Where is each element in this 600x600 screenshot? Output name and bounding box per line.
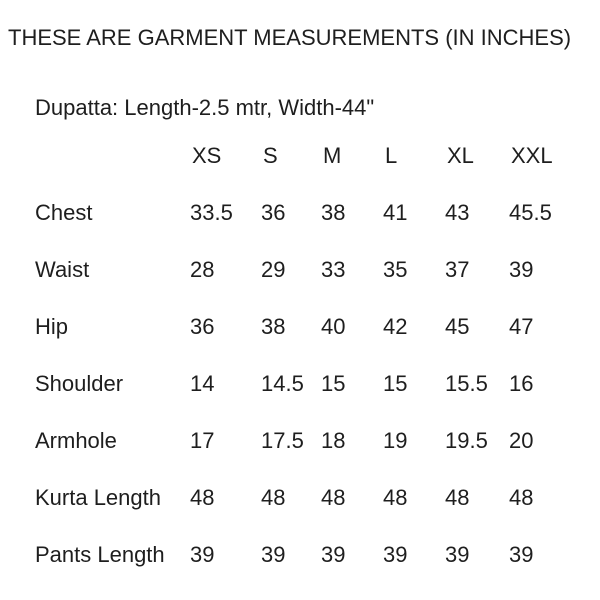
measurement-value: 33 (321, 256, 346, 282)
measurement-value: 14 (190, 370, 215, 396)
measurement-value: 43 (445, 199, 470, 225)
size-header: XL (447, 142, 474, 168)
size-header: XS (192, 142, 222, 168)
measurement-label: Hip (35, 313, 69, 339)
measurement-value: 45.5 (509, 199, 552, 225)
measurement-value: 14.5 (261, 370, 304, 396)
size-header: XXL (511, 142, 553, 168)
measurement-label: Pants Length (35, 541, 165, 567)
dupatta-note: Dupatta: Length-2.5 mtr, Width-44" (35, 95, 375, 120)
measurement-value: 17 (190, 427, 215, 453)
measurement-value: 39 (321, 541, 346, 567)
measurement-value: 15 (383, 370, 408, 396)
measurement-value: 36 (190, 313, 215, 339)
table-row: Hip 36 38 40 42 45 47 (35, 298, 595, 355)
measurement-value: 48 (509, 484, 534, 510)
measurement-value: 48 (321, 484, 346, 510)
measurement-value: 48 (445, 484, 470, 510)
table-row: Shoulder 14 14.5 15 15 15.5 16 (35, 355, 595, 412)
measurement-value: 47 (509, 313, 534, 339)
measurement-value: 16 (509, 370, 534, 396)
table-row: Armhole 17 17.5 18 19 19.5 20 (35, 412, 595, 469)
measurement-value: 48 (383, 484, 408, 510)
measurement-label: Shoulder (35, 370, 124, 396)
page-title: THESE ARE GARMENT MEASUREMENTS (IN INCHE… (8, 25, 572, 50)
measurement-value: 39 (190, 541, 215, 567)
measurement-value: 17.5 (261, 427, 304, 453)
measurement-value: 39 (383, 541, 408, 567)
measurement-value: 35 (383, 256, 408, 282)
measurement-value: 48 (261, 484, 286, 510)
measurement-label: Kurta Length (35, 484, 161, 510)
table-row: Kurta Length 48 48 48 48 48 48 (35, 469, 595, 526)
table-row: Pants Length 39 39 39 39 39 39 (35, 526, 595, 583)
size-header: M (323, 142, 342, 168)
table-header-row: XS S M L XL XXL (35, 127, 595, 184)
measurement-value: 37 (445, 256, 470, 282)
measurement-value: 18 (321, 427, 346, 453)
measurement-value: 39 (445, 541, 470, 567)
size-header: S (263, 142, 278, 168)
measurement-value: 40 (321, 313, 346, 339)
measurement-value: 48 (190, 484, 215, 510)
measurement-value: 39 (261, 541, 286, 567)
measurement-value: 15.5 (445, 370, 488, 396)
measurement-value: 33.5 (190, 199, 233, 225)
table-row: Chest 33.5 36 38 41 43 45.5 (35, 184, 595, 241)
measurement-value: 38 (321, 199, 346, 225)
measurements-table: XS S M L XL XXL Chest 33.5 36 38 41 43 45.5 Waist 28 29… (35, 127, 595, 583)
table-row: Waist 28 29 33 35 37 39 (35, 241, 595, 298)
measurement-value: 28 (190, 256, 215, 282)
measurement-label: Waist (35, 256, 90, 282)
measurement-value: 19.5 (445, 427, 488, 453)
measurement-value: 38 (261, 313, 286, 339)
measurement-value: 15 (321, 370, 346, 396)
measurement-value: 45 (445, 313, 470, 339)
size-header: L (385, 142, 398, 168)
measurement-value: 42 (383, 313, 408, 339)
measurement-value: 36 (261, 199, 286, 225)
measurement-value: 39 (509, 541, 534, 567)
measurement-value: 29 (261, 256, 286, 282)
measurement-value: 39 (509, 256, 534, 282)
measurement-value: 20 (509, 427, 534, 453)
measurement-value: 19 (383, 427, 408, 453)
measurement-value: 41 (383, 199, 408, 225)
measurement-label: Armhole (35, 427, 117, 453)
measurement-label: Chest (35, 199, 93, 225)
